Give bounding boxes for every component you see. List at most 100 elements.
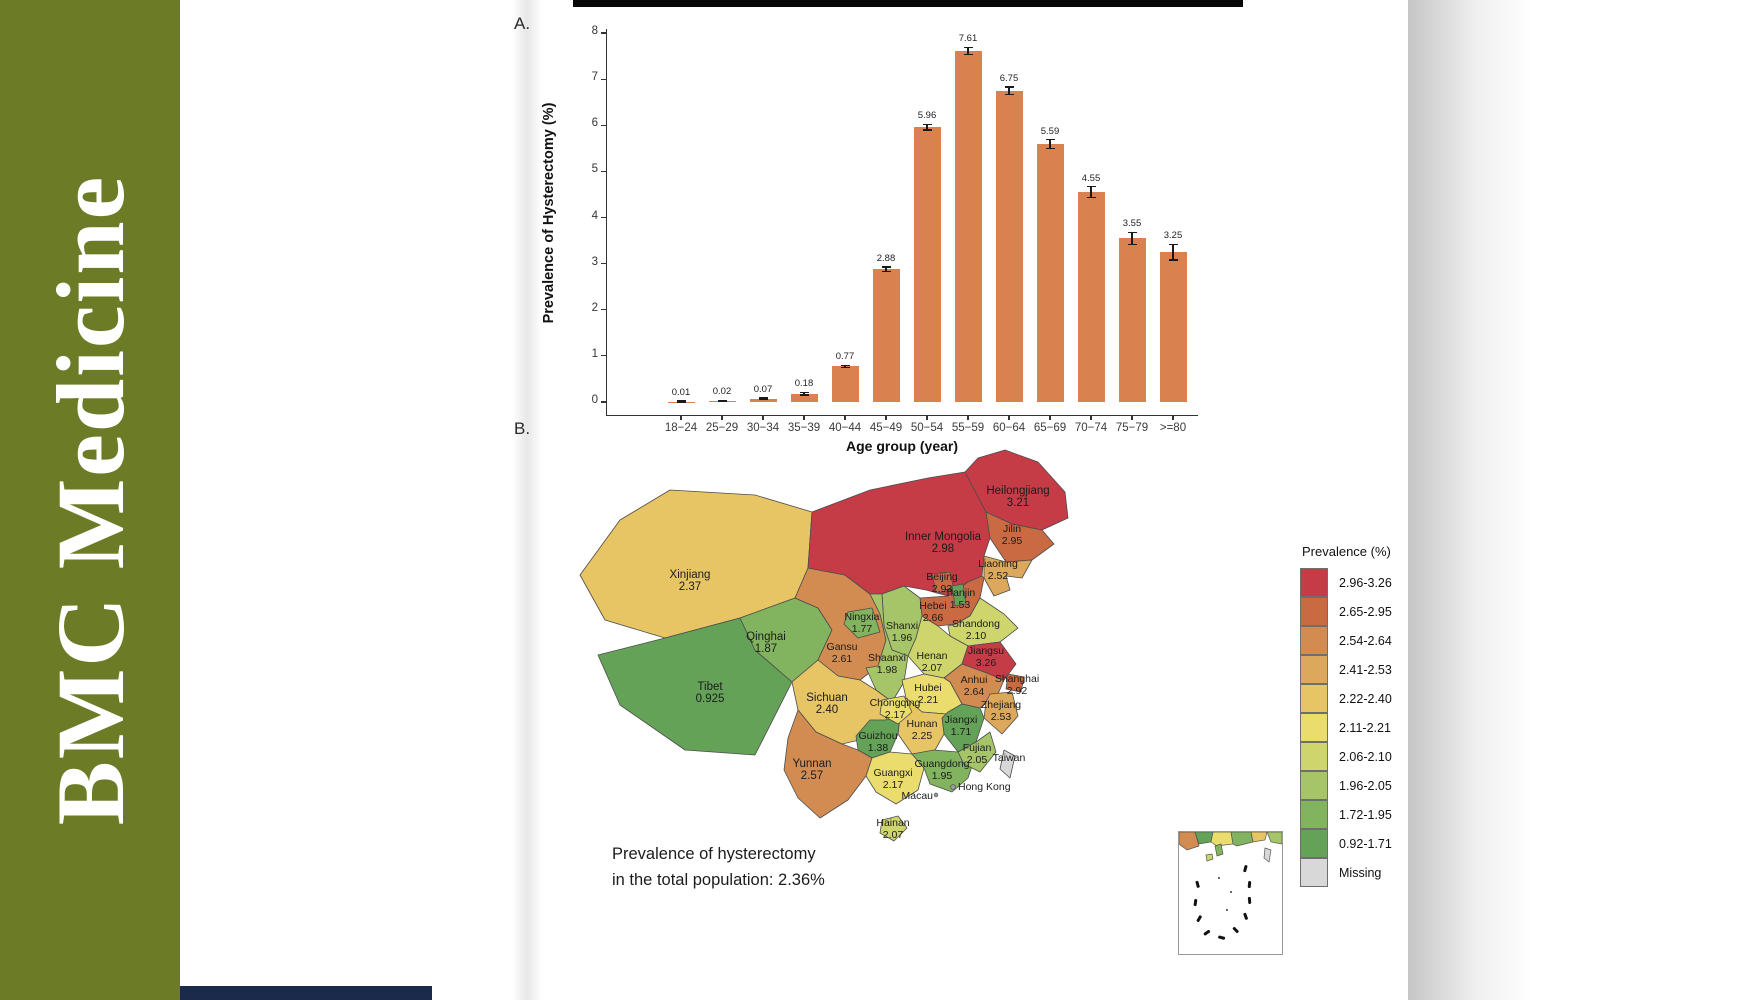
bar-value-label: 0.02 bbox=[712, 386, 732, 398]
error-cap-bottom bbox=[1086, 197, 1096, 199]
legend-label: 2.54-2.64 bbox=[1339, 633, 1392, 648]
map-label: Guizhou bbox=[858, 730, 897, 742]
journal-sidebar: BMC Medicine bbox=[0, 0, 180, 1000]
error-bar bbox=[1008, 86, 1010, 95]
legend-item: 2.96-3.26 bbox=[1300, 568, 1392, 597]
bar bbox=[790, 393, 818, 402]
x-axis-line bbox=[606, 415, 1198, 417]
error-bar bbox=[926, 124, 928, 130]
x-tick-label: 65−69 bbox=[1033, 422, 1067, 434]
map-label: Liaoning bbox=[978, 558, 1018, 570]
top-black-strip bbox=[573, 0, 1243, 7]
legend-label: 2.41-2.53 bbox=[1339, 662, 1392, 677]
south-china-sea-inset bbox=[1178, 831, 1283, 955]
map-label: Sichuan bbox=[806, 692, 848, 704]
legend-swatch bbox=[1300, 858, 1328, 887]
legend-swatch bbox=[1300, 771, 1328, 800]
map-label: Anhui bbox=[961, 674, 988, 686]
province-yunnan bbox=[783, 709, 873, 819]
legend-item: 1.96-2.05 bbox=[1300, 771, 1392, 800]
y-tick-label: 1 bbox=[591, 347, 598, 360]
x-tick bbox=[885, 415, 887, 420]
map-label: 1.38 bbox=[868, 742, 889, 754]
y-tick bbox=[601, 355, 606, 357]
x-tick-label: 18−24 bbox=[664, 422, 698, 434]
error-bar bbox=[1049, 139, 1051, 149]
bar-value-label: 7.61 bbox=[958, 33, 978, 45]
error-cap-bottom bbox=[840, 367, 850, 369]
map-label: Taiwan bbox=[993, 752, 1026, 764]
x-tick bbox=[967, 415, 969, 420]
map-label: 2.52 bbox=[988, 570, 1009, 582]
map-annotation-line2: in the total population: 2.36% bbox=[612, 871, 825, 889]
panel-a-label: A. bbox=[514, 14, 531, 33]
map-label: Chongqing bbox=[870, 697, 921, 709]
inset-shape bbox=[1179, 832, 1200, 851]
map-label: Beijing bbox=[926, 571, 958, 583]
map-annotation-line1: Prevalence of hysterectomy bbox=[612, 845, 816, 863]
bar bbox=[1077, 192, 1105, 402]
map-label: 2.05 bbox=[967, 754, 988, 766]
legend-label: 2.22-2.40 bbox=[1339, 691, 1392, 706]
bar bbox=[1036, 144, 1064, 402]
bar-value-label: 3.25 bbox=[1163, 230, 1183, 242]
map-label: Hong Kong bbox=[958, 781, 1011, 793]
legend-swatch bbox=[1300, 597, 1328, 626]
x-tick-label: 55−59 bbox=[951, 422, 985, 434]
province-zhejiang bbox=[983, 691, 1019, 735]
map-label: 3.21 bbox=[1007, 497, 1029, 509]
y-tick bbox=[601, 401, 606, 403]
map-label: Shanxi bbox=[886, 620, 918, 632]
map-label: Hunan bbox=[907, 718, 938, 730]
bar-value-label: 4.55 bbox=[1081, 172, 1101, 184]
error-bar bbox=[1090, 186, 1092, 198]
province-taiwan bbox=[999, 749, 1016, 779]
map-label: 2.37 bbox=[679, 581, 701, 593]
map-label: 1.87 bbox=[755, 643, 777, 655]
map-label: 2.66 bbox=[923, 612, 944, 624]
y-tick-label: 8 bbox=[591, 25, 598, 37]
map-label: Shandong bbox=[952, 618, 1000, 630]
x-tick bbox=[762, 415, 764, 420]
province-jilin bbox=[985, 511, 1055, 563]
inset-shape bbox=[1250, 832, 1268, 843]
bar-value-label: 5.59 bbox=[1040, 125, 1060, 137]
bar-value-label: 0.07 bbox=[753, 383, 773, 395]
legend-item: 0.92-1.71 bbox=[1300, 829, 1392, 858]
error-cap-top bbox=[1045, 138, 1055, 141]
x-tick bbox=[926, 415, 928, 420]
province-guangdong bbox=[911, 749, 975, 793]
error-cap-top bbox=[922, 123, 932, 126]
legend-item: 2.54-2.64 bbox=[1300, 626, 1392, 655]
x-tick-label: >=80 bbox=[1159, 422, 1187, 434]
province-liaoning bbox=[983, 555, 1033, 597]
inset-shape bbox=[1214, 843, 1224, 857]
map-label: Guangdong bbox=[915, 758, 970, 770]
error-cap-bottom bbox=[1004, 93, 1014, 96]
map-label: Henan bbox=[917, 650, 948, 662]
province-shanghai bbox=[1005, 673, 1025, 693]
bar-value-label: 0.01 bbox=[671, 386, 691, 398]
province-fujian bbox=[957, 731, 997, 773]
error-cap-top bbox=[1127, 231, 1137, 233]
journal-title: BMC Medicine bbox=[36, 174, 144, 826]
error-cap-bottom bbox=[881, 270, 891, 273]
legend-swatch bbox=[1300, 713, 1328, 742]
x-tick bbox=[1008, 415, 1010, 420]
legend-swatch bbox=[1300, 626, 1328, 655]
map-label: Tianjin bbox=[945, 587, 976, 599]
bar-value-label: 5.96 bbox=[917, 110, 937, 122]
map-label: Hubei bbox=[914, 682, 941, 694]
map-label: Macau bbox=[901, 790, 933, 802]
map-label: Fujian bbox=[963, 742, 992, 754]
y-axis-line bbox=[606, 29, 608, 415]
error-cap-bottom bbox=[758, 399, 768, 401]
error-cap-bottom bbox=[799, 394, 809, 396]
map-label: Heilongjiang bbox=[986, 485, 1049, 497]
y-tick-label: 3 bbox=[591, 255, 598, 268]
error-cap-top bbox=[963, 46, 973, 48]
province-ningxia bbox=[843, 607, 881, 639]
x-axis-title: Age group (year) bbox=[845, 438, 958, 454]
x-tick-label: 60−64 bbox=[992, 422, 1026, 434]
